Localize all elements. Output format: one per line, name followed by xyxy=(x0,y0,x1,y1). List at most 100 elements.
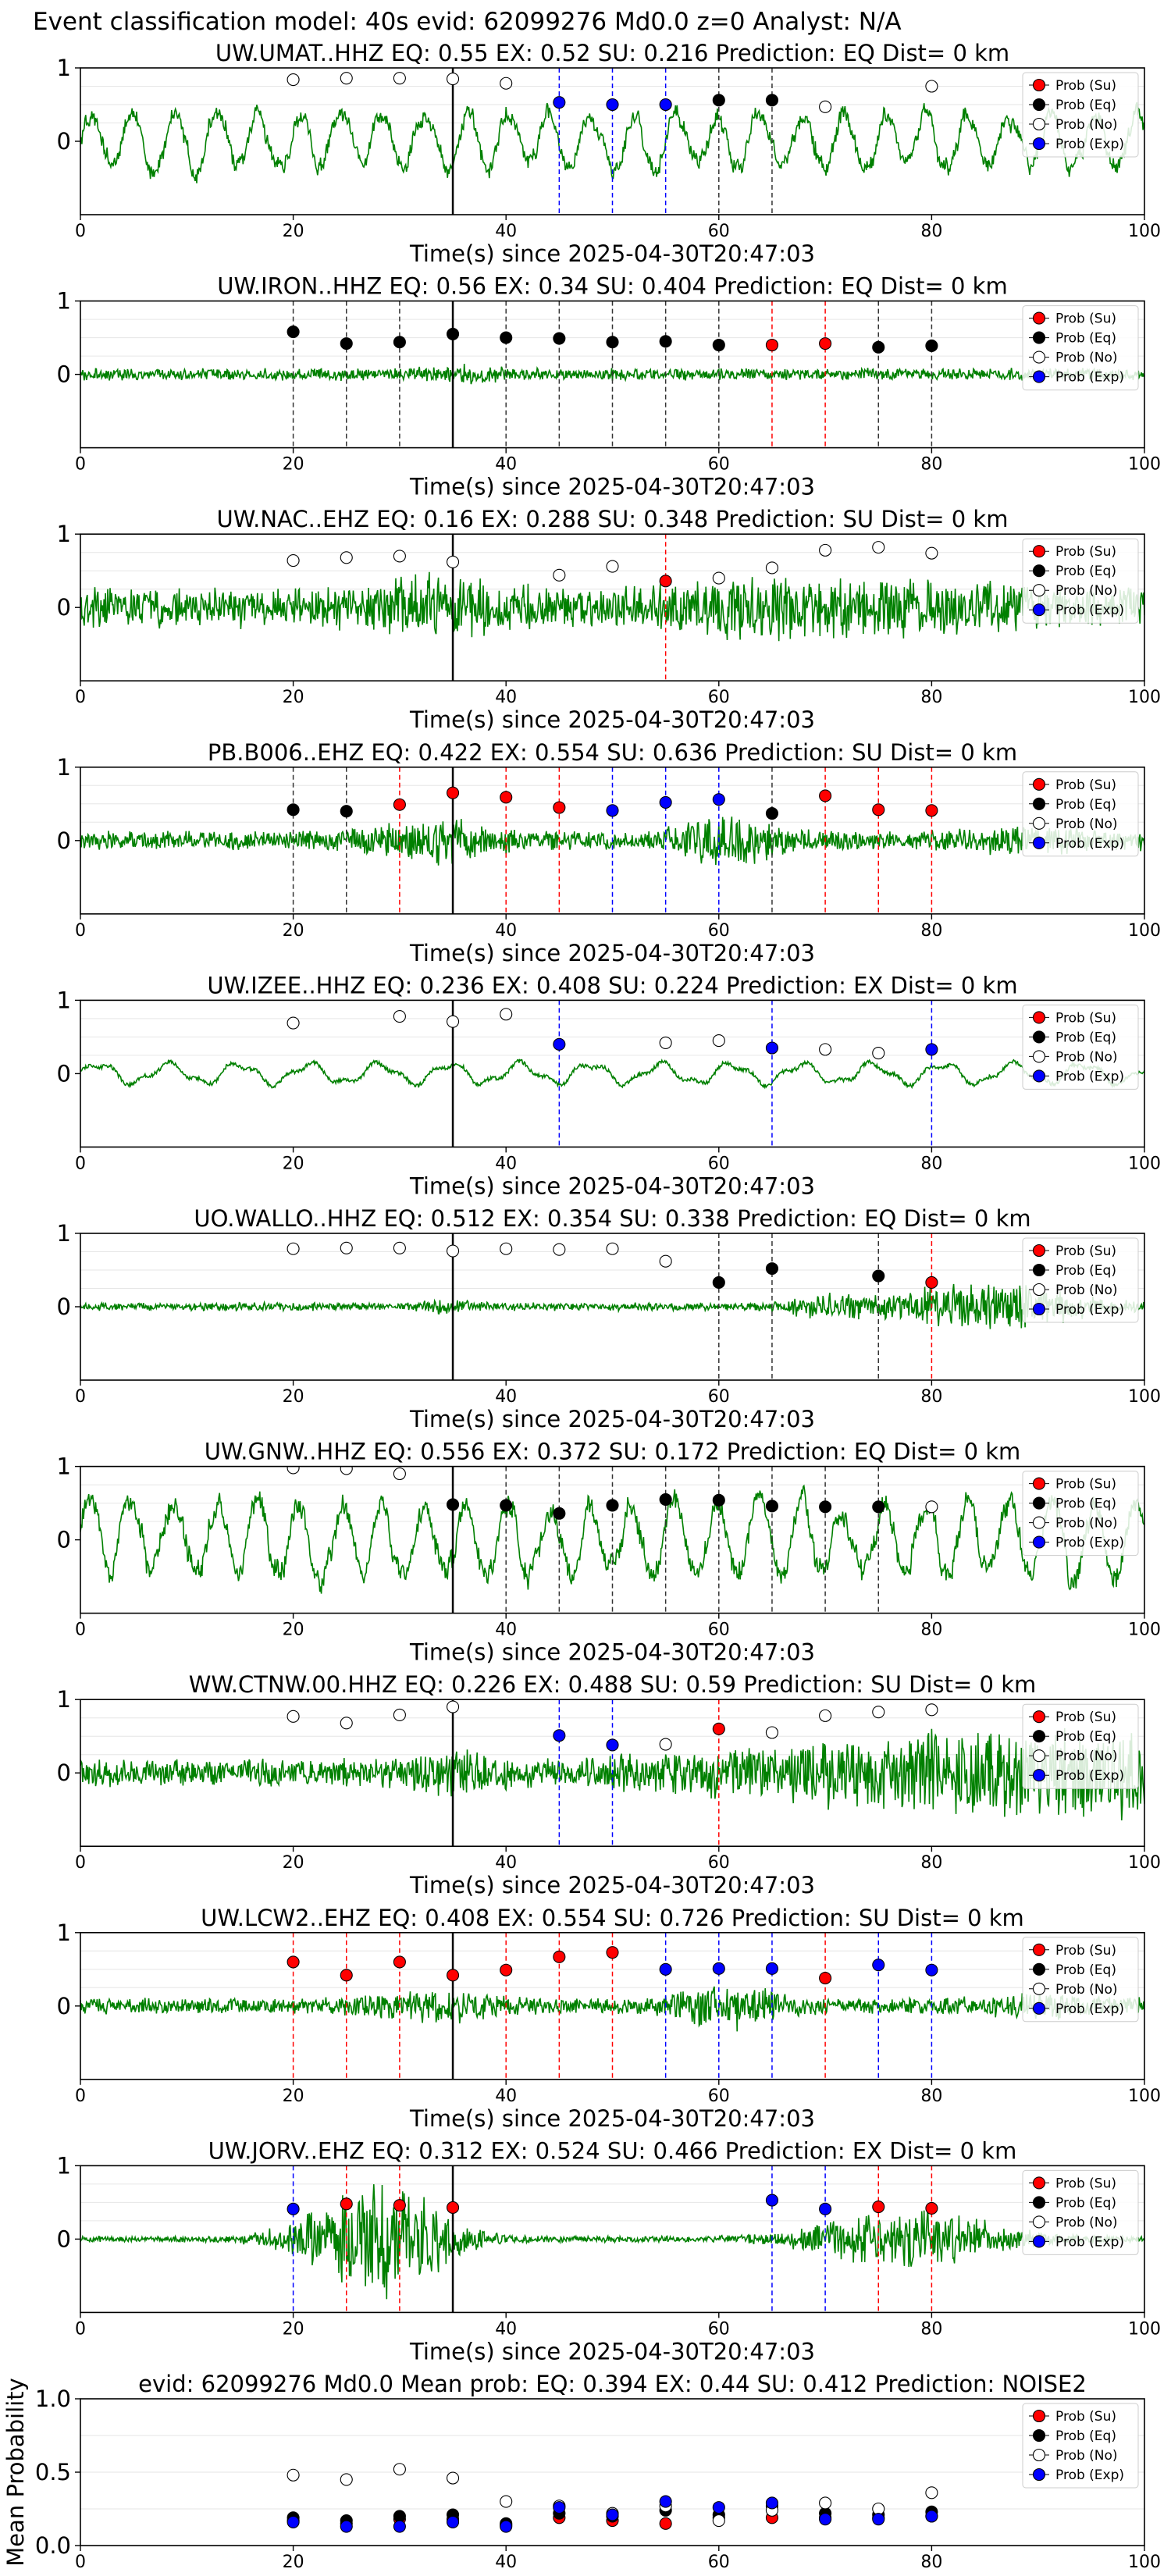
x-tick-label: 80 xyxy=(920,2087,942,2106)
x-tick-label: 40 xyxy=(495,2553,517,2572)
legend-label-no: Prob (No) xyxy=(1055,1749,1118,1764)
legend-marker-su xyxy=(1032,1244,1046,1258)
x-tick-label: 80 xyxy=(920,688,942,707)
mean-point-exp xyxy=(765,2496,779,2510)
x-tick-label: 100 xyxy=(1128,2319,1161,2339)
legend-frame xyxy=(1022,72,1139,158)
prob-point-no xyxy=(340,1717,353,1730)
prob-point-no xyxy=(606,1242,619,1255)
prob-point-exp xyxy=(659,1962,672,1976)
y-tick-label: 0 xyxy=(57,827,71,854)
legend: Prob (Su) Prob (Eq) Prob (No) Prob (Exp) xyxy=(1022,1004,1139,1090)
legend-frame xyxy=(1022,1237,1139,1323)
legend-frame xyxy=(1022,1937,1139,2023)
prob-point-no xyxy=(500,76,513,90)
plot-area xyxy=(80,534,1144,681)
x-tick-label: 40 xyxy=(495,2087,517,2106)
legend-marker-eq xyxy=(1032,1496,1046,1510)
x-tick-label: 20 xyxy=(283,1154,304,1173)
legend-frame xyxy=(1022,1703,1139,1789)
legend-label-su: Prob (Su) xyxy=(1055,78,1116,94)
y-tick-label: 1 xyxy=(57,55,71,81)
legend-label-eq: Prob (Eq) xyxy=(1055,2428,1116,2444)
legend-label-su: Prob (Su) xyxy=(1055,1943,1116,1959)
x-tick-label: 60 xyxy=(708,921,730,941)
x-tick-label: 0 xyxy=(75,2319,86,2339)
mean-point-exp xyxy=(925,2510,938,2523)
legend-marker-exp xyxy=(1032,1069,1046,1083)
panel-title: UO.WALLO..HHZ EQ: 0.512 EX: 0.354 SU: 0.… xyxy=(194,1205,1030,1232)
legend-label-no: Prob (No) xyxy=(1055,583,1118,599)
prob-point-su xyxy=(659,575,672,588)
x-tick-label: 0 xyxy=(75,688,86,707)
prob-point-eq xyxy=(712,338,725,352)
prob-point-no xyxy=(446,1244,460,1258)
legend-label-exp: Prob (Exp) xyxy=(1055,603,1124,618)
legend-marker-su xyxy=(1032,1477,1046,1490)
legend-label-exp: Prob (Exp) xyxy=(1055,836,1124,852)
legend-label-eq: Prob (Eq) xyxy=(1055,797,1116,813)
mean-point-exp xyxy=(287,2515,300,2528)
legend-marker-eq xyxy=(1032,1030,1046,1044)
y-tick-label: 0 xyxy=(57,1293,71,1320)
prob-point-no xyxy=(925,80,938,93)
prob-point-no xyxy=(659,1036,672,1049)
x-tick-label: 80 xyxy=(920,1154,942,1173)
panel-8: WW.CTNW.00.HHZ EQ: 0.226 EX: 0.488 SU: 0… xyxy=(57,1671,1161,1898)
legend-marker-su xyxy=(1032,1943,1046,1956)
prob-point-eq xyxy=(712,1276,725,1290)
prob-point-no xyxy=(446,1015,460,1028)
prob-point-no xyxy=(340,72,353,85)
legend-marker-exp xyxy=(1032,2467,1046,2482)
x-axis-label: Time(s) since 2025-04-30T20:47:03 xyxy=(409,240,815,267)
legend-marker-su xyxy=(1032,2409,1046,2423)
legend-label-exp: Prob (Exp) xyxy=(1055,1535,1124,1551)
legend-marker-eq xyxy=(1032,1730,1046,1743)
legend-label-eq: Prob (Eq) xyxy=(1055,1496,1116,1512)
plot-area xyxy=(80,2165,1144,2313)
prob-point-su xyxy=(393,2199,406,2212)
y-tick-label: 1 xyxy=(57,1920,71,1946)
legend-label-eq: Prob (Eq) xyxy=(1055,1263,1116,1279)
legend-label-su: Prob (Su) xyxy=(1055,1710,1116,1725)
prob-point-su xyxy=(500,791,513,804)
legend-frame xyxy=(1022,771,1139,857)
prob-point-no xyxy=(393,550,406,563)
prob-point-no xyxy=(393,72,406,85)
prob-point-eq xyxy=(765,94,779,107)
x-tick-label: 20 xyxy=(283,2087,304,2106)
prob-point-exp xyxy=(553,1037,566,1051)
x-tick-label: 60 xyxy=(708,2087,730,2106)
legend-frame xyxy=(1022,2169,1139,2255)
legend-label-su: Prob (Su) xyxy=(1055,1010,1116,1026)
legend-marker-eq xyxy=(1032,98,1046,112)
mean-point-no xyxy=(925,2486,938,2500)
legend: Prob (Su) Prob (Eq) Prob (No) Prob (Exp) xyxy=(1022,2403,1139,2489)
legend-label-eq: Prob (Eq) xyxy=(1055,1729,1116,1745)
legend-label-eq: Prob (Eq) xyxy=(1055,98,1116,113)
prob-point-exp xyxy=(819,2202,832,2215)
legend-marker-eq xyxy=(1032,564,1046,578)
figure-suptitle: Event classification model: 40s evid: 62… xyxy=(33,8,902,36)
prob-point-su xyxy=(340,1969,353,1982)
x-axis-label: Time(s) since 2025-04-30T20:47:03 xyxy=(409,706,815,733)
prob-point-su xyxy=(925,2201,938,2215)
prob-point-eq xyxy=(287,803,300,817)
prob-point-su xyxy=(393,1955,406,1969)
panel-3: UW.NAC..EHZ EQ: 0.16 EX: 0.288 SU: 0.348… xyxy=(57,506,1161,733)
legend-label-exp: Prob (Exp) xyxy=(1055,2467,1124,2483)
mean-point-exp xyxy=(872,2513,885,2526)
prob-point-no xyxy=(287,1016,300,1030)
axes-frame xyxy=(80,999,1145,1148)
x-tick-label: 0 xyxy=(75,2087,86,2106)
y-tick-label: 0 xyxy=(57,594,71,621)
x-tick-label: 0 xyxy=(75,222,86,241)
mean-point-exp xyxy=(659,2495,672,2508)
y-tick-label: 1 xyxy=(57,288,71,315)
prob-point-no xyxy=(765,561,779,575)
x-tick-label: 60 xyxy=(708,455,730,475)
legend-marker-eq xyxy=(1032,797,1046,810)
prob-point-eq xyxy=(659,1493,672,1506)
plot-area xyxy=(80,1000,1144,1147)
panel-1: UW.UMAT..HHZ EQ: 0.55 EX: 0.52 SU: 0.216… xyxy=(57,40,1161,267)
